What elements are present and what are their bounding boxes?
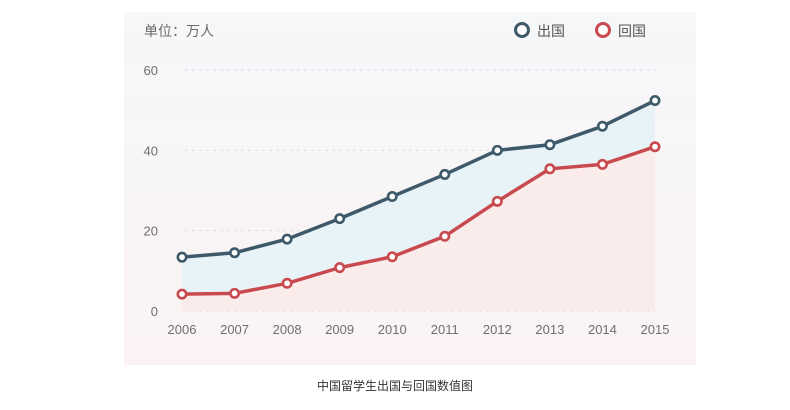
point-return-2009 <box>334 262 346 274</box>
point-outbound-2012 <box>491 144 503 156</box>
point-outbound-2013 <box>544 139 556 151</box>
point-return-2012 <box>491 195 503 207</box>
point-return-2013 <box>544 163 556 175</box>
y-tick-60: 60 <box>144 63 158 78</box>
y-tick-0: 0 <box>151 304 158 319</box>
point-outbound-2009 <box>334 213 346 225</box>
legend: 出国 回国 <box>514 22 646 40</box>
x-tick-2009: 2009 <box>325 322 354 337</box>
point-return-2008 <box>281 277 293 289</box>
point-return-2007 <box>229 287 241 299</box>
area-below-return <box>182 146 655 311</box>
x-tick-2010: 2010 <box>378 322 407 337</box>
point-outbound-2014 <box>596 120 608 132</box>
unit-label: 单位：万人 <box>144 24 214 40</box>
x-tick-2006: 2006 <box>168 322 197 337</box>
x-tick-2012: 2012 <box>483 322 512 337</box>
point-outbound-2010 <box>386 191 398 203</box>
point-return-2011 <box>439 230 451 242</box>
area-between-series <box>182 100 655 295</box>
y-tick-labels: 0 20 40 60 <box>144 63 158 319</box>
point-return-2006 <box>176 288 188 300</box>
point-return-2010 <box>386 251 398 263</box>
point-return-2015 <box>649 141 661 153</box>
point-outbound-2007 <box>229 247 241 259</box>
legend-item-return: 回国 <box>595 22 646 40</box>
legend-item-outbound: 出国 <box>514 22 565 40</box>
point-outbound-2006 <box>176 251 188 263</box>
point-return-2014 <box>596 158 608 170</box>
data-points <box>176 95 661 300</box>
legend-marker-outbound <box>514 22 530 38</box>
chart-caption: 中国留学生出国与回国数值图 <box>316 379 473 393</box>
x-tick-labels: 2006 2007 2008 2009 2010 2011 2012 2013 2014 2015 <box>168 322 670 337</box>
x-tick-2013: 2013 <box>535 322 564 337</box>
y-tick-40: 40 <box>144 143 158 158</box>
x-tick-2007: 2007 <box>220 322 249 337</box>
legend-label-return: 回国 <box>618 24 646 40</box>
y-tick-20: 20 <box>144 224 158 239</box>
x-tick-2015: 2015 <box>641 322 670 337</box>
x-tick-2014: 2014 <box>588 322 617 337</box>
series-lines <box>180 98 657 296</box>
legend-label-outbound: 出国 <box>537 24 565 40</box>
x-tick-2008: 2008 <box>273 322 302 337</box>
point-outbound-2011 <box>439 168 451 180</box>
series-line-return <box>180 144 657 296</box>
legend-marker-return <box>595 22 611 38</box>
fill-between-area <box>182 100 655 311</box>
x-tick-2011: 2011 <box>431 322 459 337</box>
point-outbound-2015 <box>649 95 661 107</box>
series-line-outbound <box>180 98 657 259</box>
point-outbound-2008 <box>281 233 293 245</box>
